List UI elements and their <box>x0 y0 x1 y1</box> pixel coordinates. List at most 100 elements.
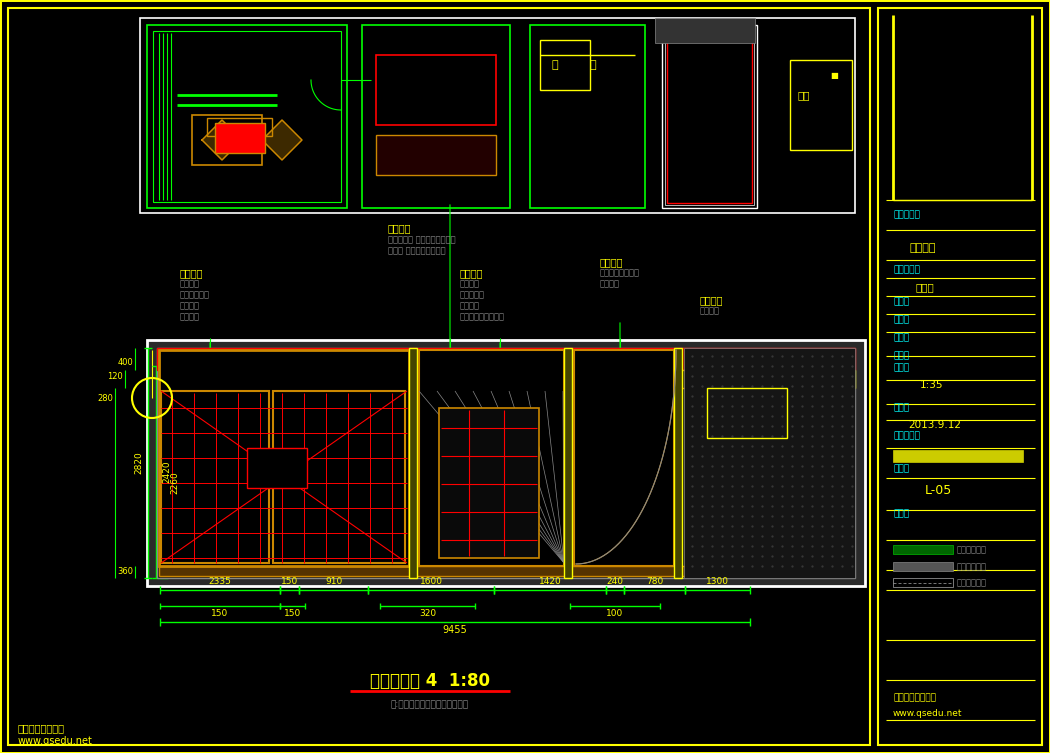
Bar <box>674 348 682 578</box>
Text: 白色烤漆木质门套: 白色烤漆木质门套 <box>600 269 640 278</box>
Text: 客厅立面图 4  1:80: 客厅立面图 4 1:80 <box>370 672 490 690</box>
Text: 图纸名称：: 图纸名称： <box>892 266 920 275</box>
Bar <box>425 370 605 388</box>
Text: 150: 150 <box>281 578 298 587</box>
Bar <box>892 545 953 554</box>
Bar <box>665 28 754 205</box>
Bar <box>878 8 1042 745</box>
Bar <box>892 450 1023 462</box>
Bar <box>376 55 496 125</box>
Bar <box>161 391 269 563</box>
Text: 室改分部部分: 室改分部部分 <box>957 545 987 554</box>
Bar <box>147 25 346 208</box>
Text: 1600: 1600 <box>420 578 442 587</box>
Text: L-05: L-05 <box>925 483 952 496</box>
Bar <box>564 348 572 578</box>
Bar <box>655 18 755 43</box>
Bar <box>707 388 788 438</box>
Text: 立面图: 立面图 <box>915 282 933 292</box>
Text: 2820: 2820 <box>134 452 143 474</box>
Bar <box>215 123 265 153</box>
Text: 面贴壁纸: 面贴壁纸 <box>600 257 624 267</box>
Text: 2260: 2260 <box>170 471 178 495</box>
Text: 240: 240 <box>607 578 624 587</box>
Text: 注:尺寸以施工现场放线尺寸为准: 注:尺寸以施工现场放线尺寸为准 <box>391 700 469 709</box>
Text: 成品钐架: 成品钐架 <box>460 301 480 310</box>
Bar <box>415 370 419 388</box>
Text: 建筑柱体部分: 建筑柱体部分 <box>957 562 987 572</box>
Bar <box>684 348 855 578</box>
Text: 过道门洞: 过道门洞 <box>600 279 620 288</box>
Text: 审核：: 审核： <box>892 352 909 361</box>
Text: 项目名称：: 项目名称： <box>892 211 920 220</box>
Text: 360: 360 <box>117 568 133 577</box>
Text: 推拉门 紫色烤漆玻璃饰面: 推拉门 紫色烤漆玻璃饰面 <box>388 246 445 255</box>
Text: 定制成品木质踢脚线: 定制成品木质踢脚线 <box>460 312 505 322</box>
Text: 测量：: 测量： <box>892 297 909 306</box>
Bar <box>247 448 307 488</box>
Bar <box>273 391 405 563</box>
Bar <box>892 578 953 587</box>
Text: 400: 400 <box>118 358 133 367</box>
Bar <box>410 348 417 578</box>
Text: 门: 门 <box>552 60 559 70</box>
Text: 910: 910 <box>324 578 342 587</box>
Bar <box>8 8 870 745</box>
Text: 面贴壁纸: 面贴壁纸 <box>180 279 200 288</box>
Bar <box>147 340 865 586</box>
Bar <box>159 370 410 388</box>
Text: 面贴壁纸: 面贴壁纸 <box>460 279 480 288</box>
Polygon shape <box>262 120 302 160</box>
Text: 1420: 1420 <box>539 578 562 587</box>
Text: 780: 780 <box>646 578 664 587</box>
Text: 比例：: 比例： <box>892 364 909 373</box>
Text: 备注：: 备注： <box>892 510 909 519</box>
Text: 吸顶部分: 吸顶部分 <box>388 223 412 233</box>
Bar <box>667 30 752 203</box>
Text: 日期：: 日期： <box>892 404 909 413</box>
Text: 齐生设计职业学校: 齐生设计职业学校 <box>18 723 65 733</box>
Text: 木工板基层 紫色烤漆玻璃饰面: 木工板基层 紫色烤漆玻璃饰面 <box>388 236 456 245</box>
Text: 设计：: 设计： <box>892 316 909 325</box>
Text: 100: 100 <box>607 609 624 618</box>
Bar <box>790 60 852 150</box>
Text: 吸顶部分: 吸顶部分 <box>180 268 204 278</box>
Text: 150: 150 <box>211 609 229 618</box>
Bar <box>530 25 645 208</box>
Bar <box>892 562 953 571</box>
Text: 图号：: 图号： <box>892 465 909 474</box>
Text: 成品白色门套: 成品白色门套 <box>180 291 210 300</box>
Bar <box>159 566 853 576</box>
Text: 2013.9.12: 2013.9.12 <box>908 420 961 430</box>
Text: 建筑裂体部分: 建筑裂体部分 <box>957 578 987 587</box>
Text: 1:35: 1:35 <box>920 380 944 390</box>
Text: 面贴壁纸: 面贴壁纸 <box>700 306 720 316</box>
Text: 业主签字：: 业主签字： <box>892 431 920 441</box>
Bar <box>158 348 855 578</box>
Text: 150: 150 <box>284 609 301 618</box>
Text: 齐生设计职业学校: 齐生设计职业学校 <box>892 694 936 703</box>
Text: 2420: 2420 <box>162 461 171 483</box>
Bar <box>439 408 539 558</box>
Text: 120: 120 <box>107 371 123 380</box>
Text: 9455: 9455 <box>443 625 467 635</box>
Bar <box>620 370 709 388</box>
Text: 1300: 1300 <box>706 578 729 587</box>
Bar <box>662 25 757 208</box>
Text: 标准图纸: 标准图纸 <box>910 243 937 253</box>
Text: 280: 280 <box>97 394 113 403</box>
Text: www.qsedu.net: www.qsedu.net <box>18 736 92 746</box>
Bar <box>715 370 855 388</box>
Bar <box>159 350 410 566</box>
Bar <box>192 115 262 165</box>
Text: 直下: 直下 <box>798 90 811 100</box>
Text: 320: 320 <box>419 609 436 618</box>
Bar <box>153 31 341 202</box>
Polygon shape <box>202 120 242 160</box>
Bar <box>158 348 855 370</box>
Bar <box>540 40 590 90</box>
Text: ■: ■ <box>830 71 838 80</box>
Text: 口: 口 <box>590 60 596 70</box>
Text: 成品玻璃面: 成品玻璃面 <box>460 291 485 300</box>
Text: 吸顶部分: 吸顶部分 <box>460 268 483 278</box>
